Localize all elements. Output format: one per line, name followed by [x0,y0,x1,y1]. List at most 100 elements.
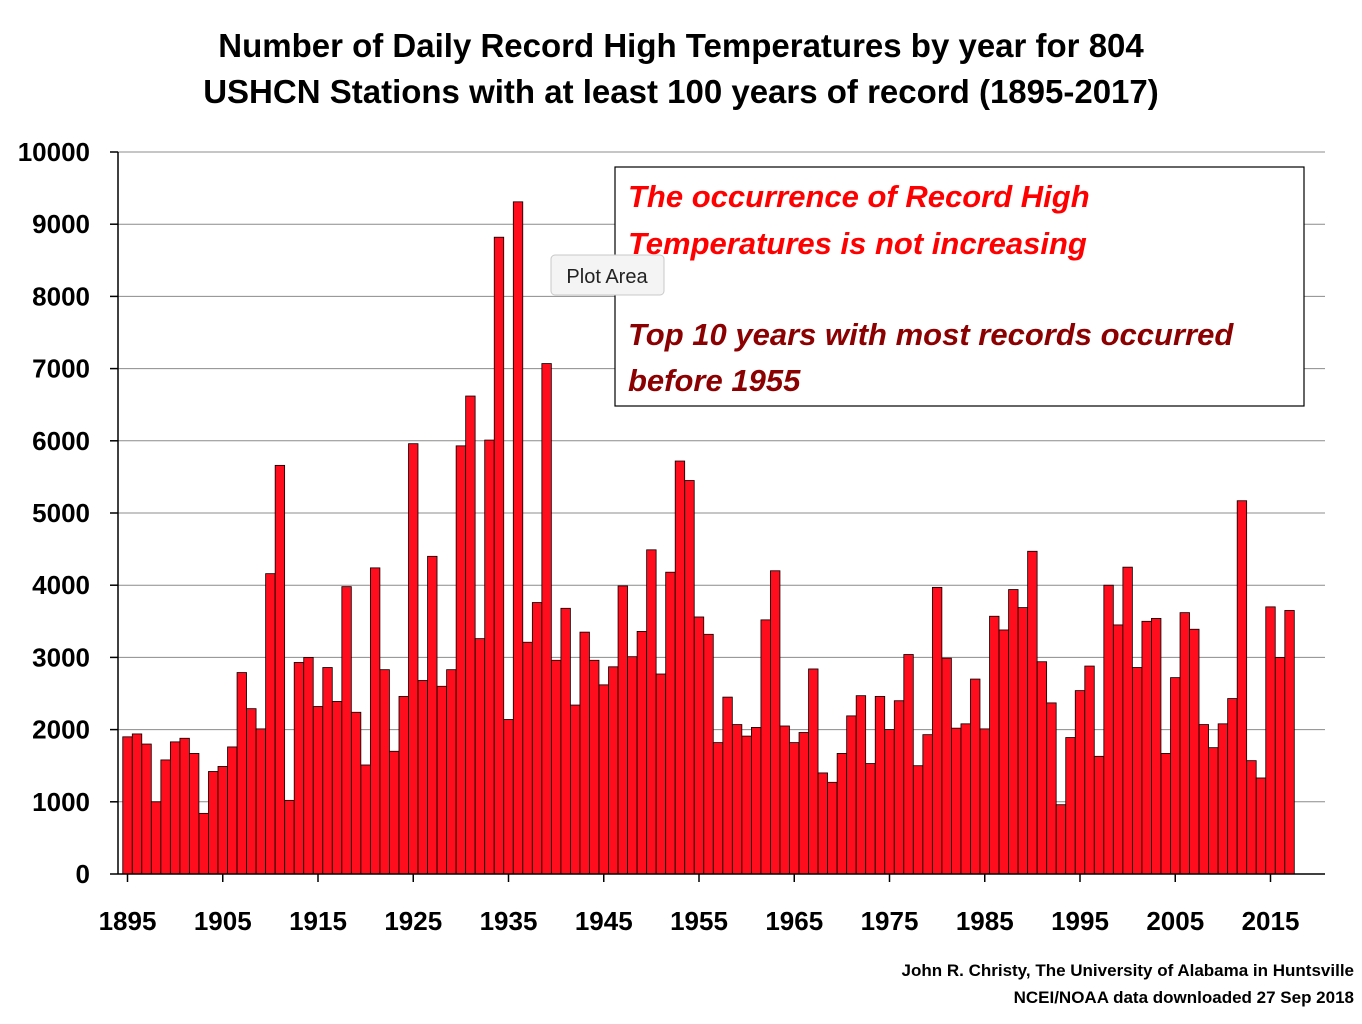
x-tick-label-1925: 1925 [384,906,442,936]
chart-title-line-2: USHCN Stations with at least 100 years o… [203,73,1159,110]
bar-1975 [884,729,895,875]
annotation-line-1: The occurrence of Record High [628,179,1090,214]
bar-1911 [274,464,286,875]
x-tick-label-1985: 1985 [956,906,1014,936]
bar-1924 [398,695,409,875]
y-tick-label-8000: 8000 [32,281,90,311]
bar-1956 [703,633,714,875]
bars [122,201,1295,875]
bar-1964 [779,725,790,875]
bar-1992 [1046,702,1057,875]
bar-1950 [646,549,657,875]
bar-1986 [989,615,1000,875]
bar-1996 [1084,665,1095,875]
bar-2008 [1198,724,1209,875]
bar-1959 [731,724,743,875]
bar-1985 [979,728,990,875]
bar-1954 [684,480,695,875]
bar-1979 [922,734,933,875]
bar-1961 [751,727,762,875]
bar-1976 [893,700,905,875]
bar-1941 [560,607,571,875]
bar-1918 [341,586,352,875]
bar-1997 [1093,755,1105,875]
bar-1909 [255,728,266,875]
bar-1939 [541,363,552,875]
bar-1958 [722,696,733,875]
x-tick-label-1965: 1965 [765,906,823,936]
bar-1983 [960,723,971,875]
x-tick-label-2015: 2015 [1242,906,1300,936]
credit-line-2: NCEI/NOAA data downloaded 27 Sep 2018 [1014,988,1354,1007]
bar-1993 [1055,804,1067,875]
bar-1943 [579,631,590,875]
bar-1938 [531,602,543,875]
y-tick-label-6000: 6000 [32,426,90,456]
bar-1901 [179,737,190,875]
bar-1994 [1065,737,1076,875]
bar-1969 [827,781,838,875]
bar-1947 [617,585,628,875]
y-tick-label-3000: 3000 [32,642,90,672]
bar-1905 [217,766,228,875]
bar-2009 [1208,747,1219,875]
bar-1971 [846,715,857,875]
bar-1935 [503,719,514,875]
credit-line-1: John R. Christy, The University of Alaba… [902,961,1354,980]
bar-1899 [160,759,171,875]
bar-1966 [798,732,809,875]
x-tick-label-1975: 1975 [861,906,919,936]
bar-2003 [1151,618,1162,875]
axes [110,151,1325,882]
bar-1930 [455,445,467,875]
bar-1928 [436,685,447,875]
bar-1932 [474,638,486,875]
bar-1953 [674,460,686,875]
bar-1946 [608,666,619,875]
x-tick-label-1955: 1955 [670,906,728,936]
annotation-line-2: Temperatures is not increasing [628,226,1087,261]
bar-1898 [150,801,162,875]
y-tick-label-0: 0 [76,859,90,889]
y-tick-label-9000: 9000 [32,209,90,239]
x-tick-labels: 1895 1905 1915 1925 1935 1945 1955 1965 1975 1985… [99,906,1300,936]
bar-2007 [1189,628,1200,875]
tooltip-label: Plot Area [566,266,648,288]
bar-1982 [951,727,962,875]
bar-1926 [417,680,428,875]
bar-1915 [312,706,324,875]
plot-area-tooltip: Plot Area [550,254,665,296]
bar-1949 [636,631,647,875]
bar-1944 [589,659,600,875]
y-tick-label-5000: 5000 [32,498,90,528]
bar-1906 [227,746,238,875]
bar-1934 [493,236,505,875]
bar-1929 [446,669,457,875]
bar-1914 [303,657,314,875]
bar-2010 [1217,723,1229,875]
bar-1942 [570,704,581,875]
chart-title-line-1: Number of Daily Record High Temperatures… [218,27,1144,64]
bar-1960 [741,735,752,875]
annotation-box: The occurrence of Record High Temperatur… [614,166,1305,407]
bar-1998 [1103,584,1114,875]
bar-1995 [1074,690,1086,875]
y-tick-label-4000: 4000 [32,570,90,600]
x-tick-label-1995: 1995 [1051,906,1109,936]
bar-1908 [246,708,257,875]
bar-2002 [1141,620,1152,875]
bar-2000 [1122,566,1133,875]
bar-1999 [1112,624,1124,875]
bar-1927 [427,555,438,875]
bar-1955 [693,616,705,875]
bar-1973 [865,763,876,875]
bar-1987 [998,629,1009,875]
bar-1948 [627,656,638,875]
bar-1991 [1036,661,1048,875]
bar-1904 [208,771,219,875]
bar-1902 [189,753,200,875]
bar-1978 [912,765,924,875]
bar-1916 [322,667,333,875]
bar-1913 [293,662,305,875]
bar-1980 [931,586,943,875]
